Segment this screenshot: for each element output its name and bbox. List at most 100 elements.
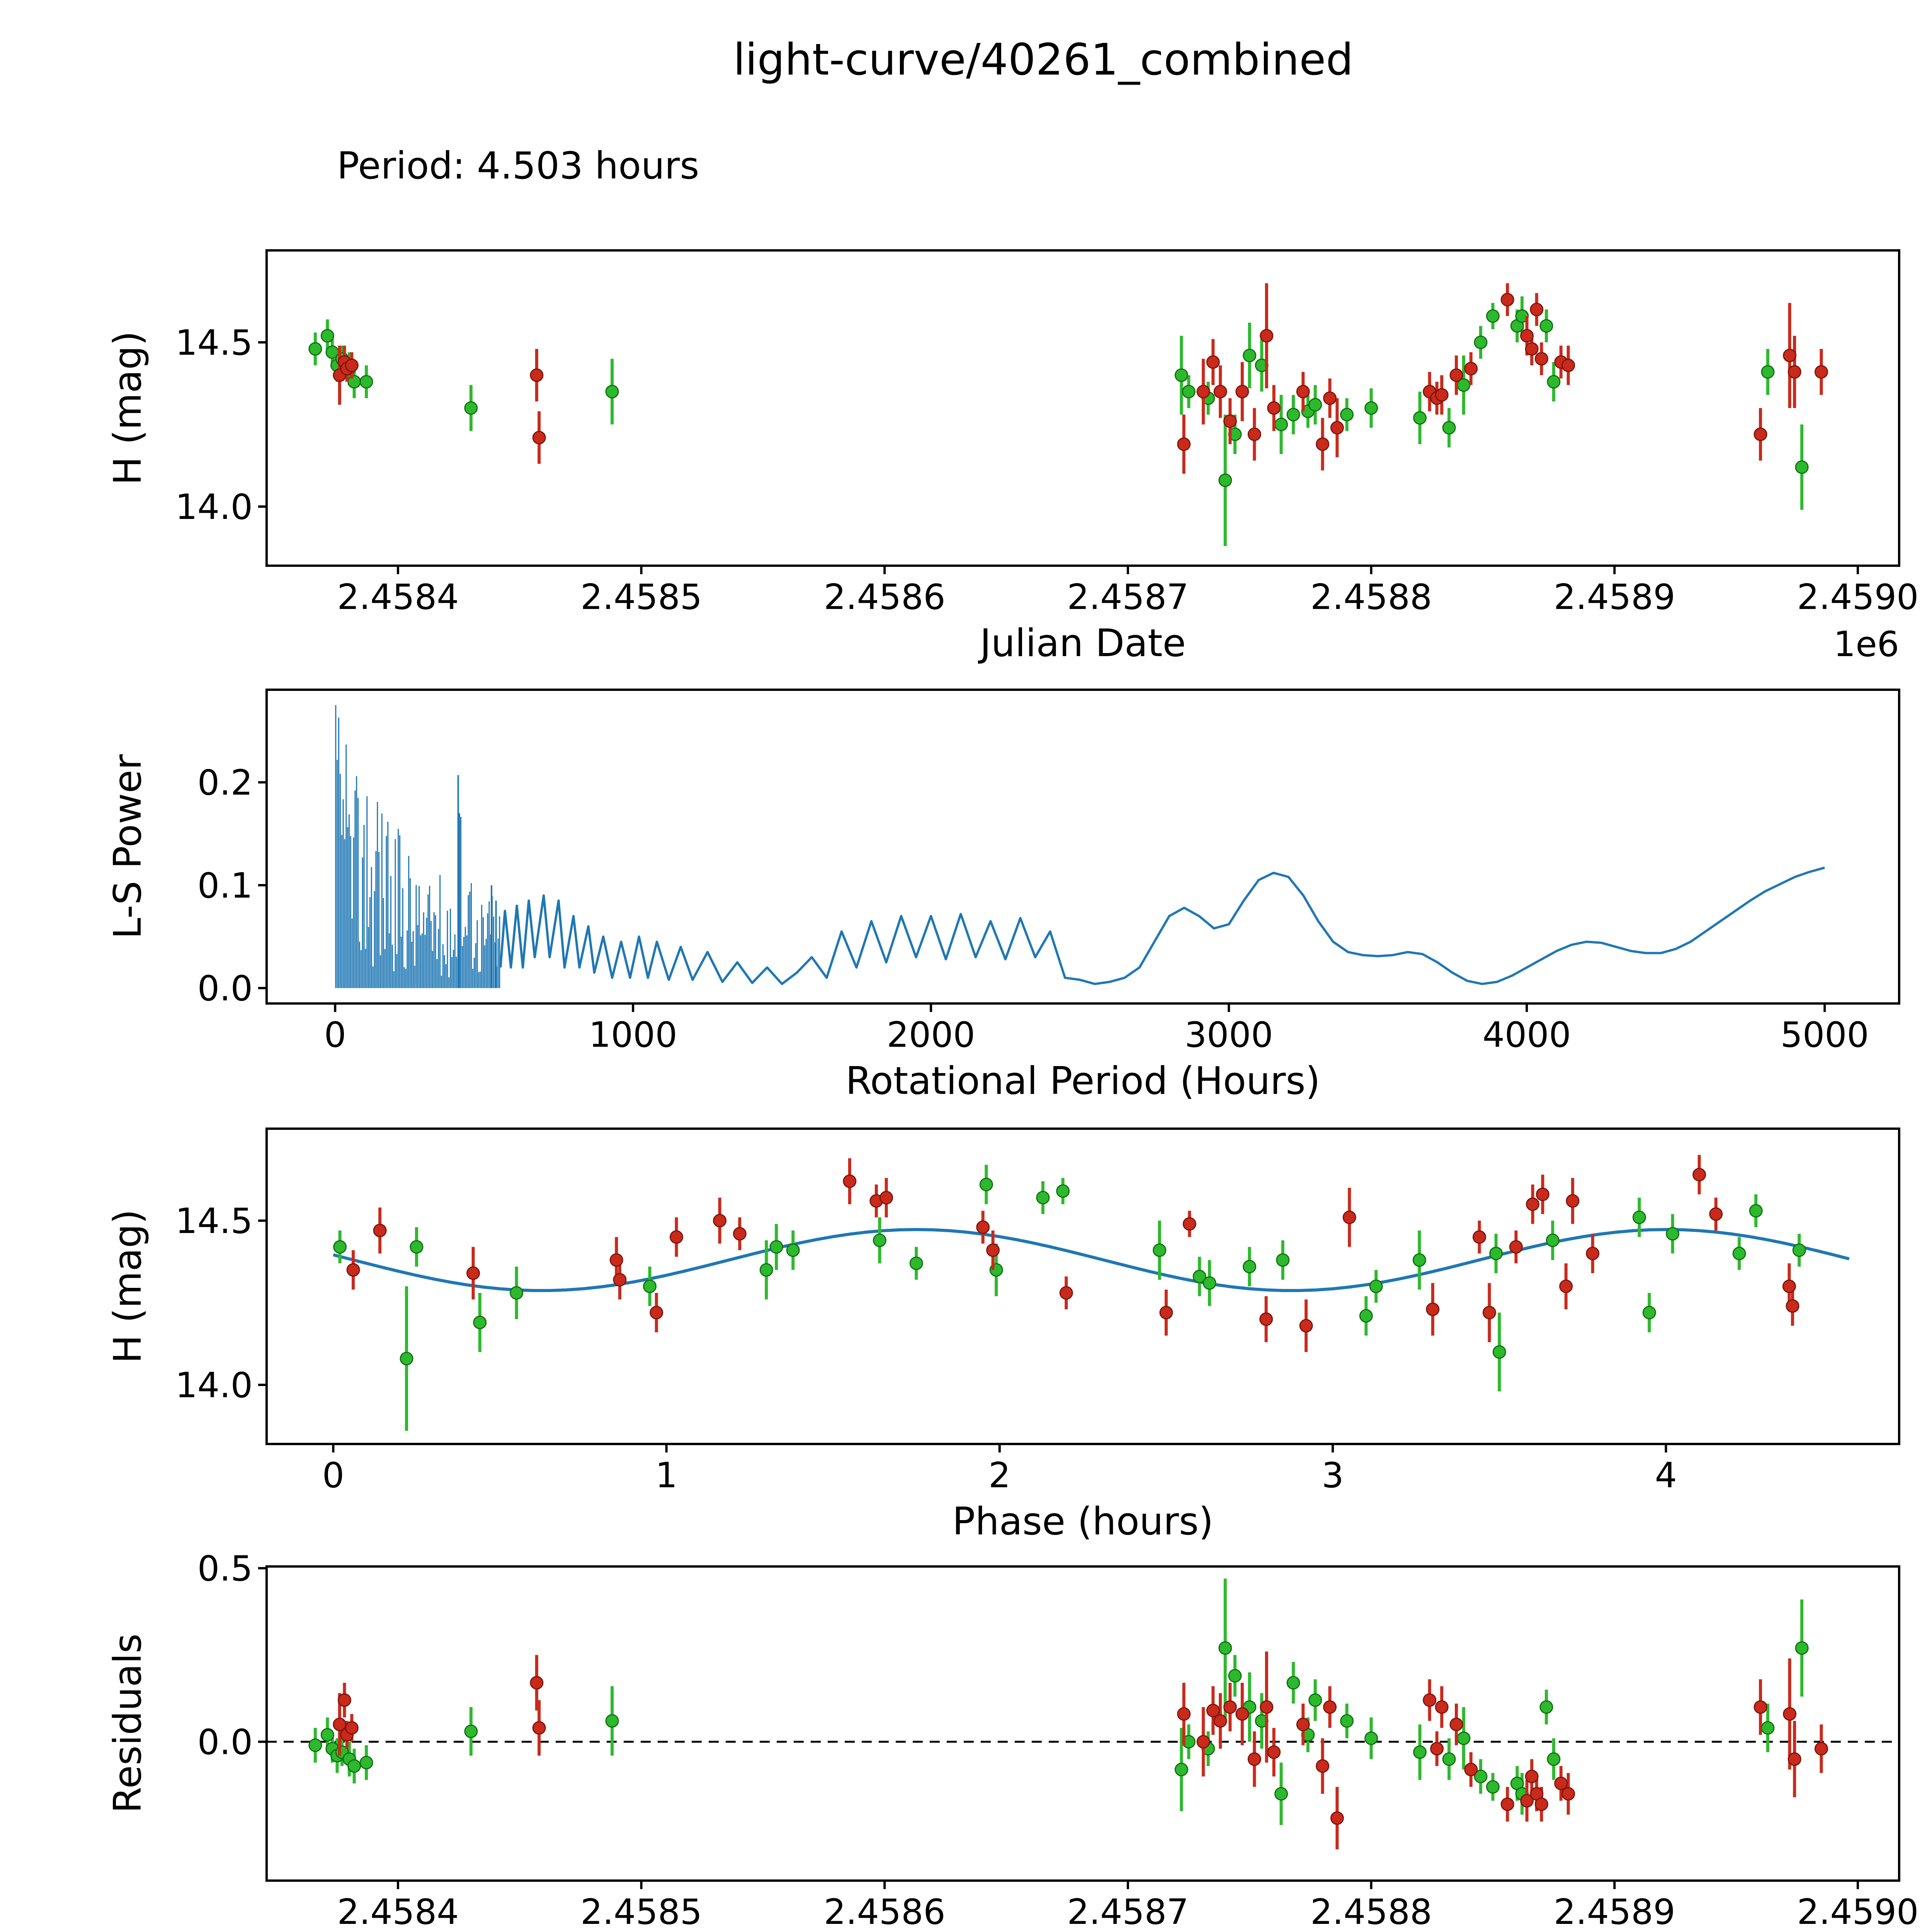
x-tick-label: 2 xyxy=(988,1455,1010,1496)
data-point-red xyxy=(1473,1230,1486,1244)
data-point-red xyxy=(1449,368,1463,382)
data-point-red xyxy=(532,431,546,444)
data-point-green xyxy=(1218,1641,1232,1655)
data-point-green xyxy=(1364,401,1378,415)
data-point-red xyxy=(1520,1794,1534,1808)
data-point-green xyxy=(473,1316,487,1329)
data-point-red xyxy=(1509,1240,1523,1254)
data-point-red xyxy=(1449,1718,1463,1731)
data-point-red xyxy=(1260,329,1274,343)
y-tick-label: 0.0 xyxy=(197,1722,253,1763)
data-point-red xyxy=(530,368,544,382)
x-tick-label: 0 xyxy=(324,1015,346,1055)
data-point-green xyxy=(1413,1745,1427,1759)
data-area-periodogram xyxy=(335,705,1825,988)
panel-periodogram: 0 1000 2000 3000 4000 5000 0.0 0.1 0.2 xyxy=(197,689,1900,1055)
data-point-red xyxy=(1223,414,1237,428)
data-point-green xyxy=(909,1257,923,1270)
data-point-green xyxy=(1274,418,1288,431)
data-point-green xyxy=(643,1279,657,1293)
data-point-green xyxy=(1228,1669,1242,1683)
data-area-residuals xyxy=(267,1578,1899,1850)
data-point-red xyxy=(1299,1319,1313,1333)
data-point-green xyxy=(410,1240,423,1254)
x-tick-label: 2.4589 xyxy=(1554,1892,1675,1932)
data-point-green xyxy=(1761,1721,1775,1735)
data-point-red xyxy=(1182,1217,1196,1231)
data-point-red xyxy=(1423,1693,1437,1707)
y-tick-label: 0.1 xyxy=(197,866,253,906)
data-point-green xyxy=(1539,319,1553,333)
axes-frame-residuals xyxy=(265,1565,1900,1882)
x-tick-label: 0 xyxy=(322,1455,344,1496)
x-offset-lightcurve: 1e6 xyxy=(1833,624,1899,665)
data-point-red xyxy=(1554,1776,1568,1790)
data-point-green xyxy=(1274,1787,1288,1801)
data-point-green xyxy=(979,1178,993,1191)
panel-phase: 0 1 2 3 4 14.0 14.5 xyxy=(175,1128,1900,1496)
data-point-green xyxy=(1175,368,1189,382)
data-point-red xyxy=(1536,1187,1549,1201)
data-point-green xyxy=(605,385,619,398)
data-point-green xyxy=(1486,1780,1500,1794)
data-point-red xyxy=(1435,1700,1449,1714)
data-point-green xyxy=(347,375,361,389)
x-tick-label: 4000 xyxy=(1483,1015,1571,1055)
data-point-red xyxy=(530,1676,544,1690)
x-tick-label: 2.4585 xyxy=(580,577,702,617)
data-point-red xyxy=(1296,1718,1310,1731)
data-point-green xyxy=(1666,1227,1680,1241)
data-point-red xyxy=(1430,1742,1444,1756)
data-point-green xyxy=(1442,1752,1456,1766)
panel-lightcurve: 2.4584 2.4585 2.4586 2.4587 2.4588 2.4589 2.45… xyxy=(175,249,1918,617)
data-point-red xyxy=(879,1191,893,1204)
data-point-green xyxy=(605,1714,619,1728)
data-point-red xyxy=(613,1273,627,1287)
xlabel-phase: Phase (hours) xyxy=(952,1500,1214,1544)
data-point-green xyxy=(308,342,322,356)
data-point-green xyxy=(1795,1641,1809,1655)
data-point-red xyxy=(1177,437,1191,451)
data-point-green xyxy=(464,1725,478,1738)
data-point-red xyxy=(1786,1299,1799,1313)
y-tick-label: 0.0 xyxy=(197,968,253,1009)
data-point-green xyxy=(1202,1276,1216,1290)
data-point-red xyxy=(609,1253,623,1267)
data-point-red xyxy=(1586,1247,1600,1260)
data-point-green xyxy=(1539,1700,1553,1714)
data-point-green xyxy=(1795,460,1809,474)
data-point-red xyxy=(1235,1707,1249,1721)
x-tick-label: 2.4589 xyxy=(1554,577,1675,617)
y-tick-label: 0.5 xyxy=(197,1548,253,1589)
figure-title: light-curve/40261_combined xyxy=(733,35,1354,85)
y-tick-label: 14.0 xyxy=(175,1365,253,1406)
data-point-green xyxy=(1413,411,1427,425)
x-tick-label: 2.4587 xyxy=(1067,1892,1189,1932)
data-point-green xyxy=(400,1352,413,1366)
data-point-red xyxy=(1260,1700,1274,1714)
data-point-green xyxy=(1243,1260,1257,1274)
data-point-green xyxy=(1492,1345,1506,1359)
x-tick-label: 2.4590 xyxy=(1797,577,1918,617)
data-point-red xyxy=(1059,1286,1073,1300)
data-point-red xyxy=(733,1227,747,1241)
x-tick-label: 3000 xyxy=(1185,1015,1273,1055)
data-point-red xyxy=(333,1718,347,1731)
data-point-red xyxy=(1500,1797,1514,1811)
data-point-green xyxy=(333,1240,347,1254)
x-tick-label: 2.4587 xyxy=(1067,577,1189,617)
data-point-green xyxy=(1369,1279,1383,1293)
data-point-green xyxy=(1036,1191,1050,1204)
data-point-green xyxy=(1474,1769,1488,1783)
data-point-red xyxy=(843,1174,857,1188)
data-point-green xyxy=(1218,473,1232,487)
data-point-green xyxy=(1732,1247,1746,1260)
data-point-green xyxy=(1457,1731,1471,1745)
data-point-red xyxy=(1196,1735,1210,1749)
data-point-green xyxy=(1182,385,1196,398)
data-point-red xyxy=(1267,1745,1281,1759)
data-point-red xyxy=(1323,391,1337,405)
data-point-green xyxy=(347,1759,361,1773)
data-point-red xyxy=(1247,427,1261,441)
